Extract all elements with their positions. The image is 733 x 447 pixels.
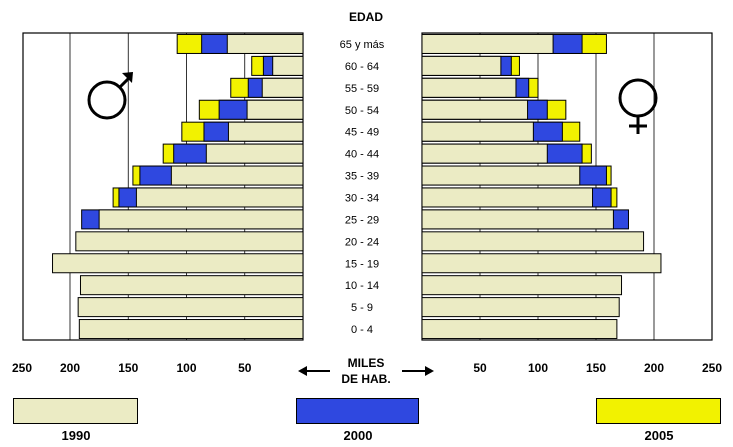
female-bar-1990 bbox=[421, 33, 554, 54]
male-bar-1990 bbox=[75, 231, 304, 252]
female-bar-1990 bbox=[421, 209, 614, 230]
male-bar-1990 bbox=[170, 165, 304, 186]
x-tick-label: 100 bbox=[528, 361, 548, 375]
legend-swatch-2000 bbox=[296, 398, 419, 424]
x-tick-label: 200 bbox=[60, 361, 80, 375]
age-labels: 0 - 4 5 - 9 10 - 14 15 - 19 20 - 24 25 - 29 30… bbox=[340, 39, 385, 336]
legend-label-1990: 1990 bbox=[61, 428, 91, 443]
male-bar-1990 bbox=[79, 275, 304, 296]
age-label: 0 - 4 bbox=[351, 324, 373, 336]
axis-unit-label: MILES DE HAB. bbox=[298, 356, 434, 386]
male-bar-1990 bbox=[135, 187, 304, 208]
x-tick-label: 200 bbox=[644, 361, 664, 375]
x-tick-label: 100 bbox=[176, 361, 196, 375]
female-bar-1990 bbox=[421, 77, 517, 98]
x-tick-label: 50 bbox=[238, 361, 252, 375]
x-axis-ticks: 250 200 150 100 50 50 100 150 200 250 bbox=[12, 361, 722, 375]
x-tick-label: 150 bbox=[586, 361, 606, 375]
female-symbol-icon bbox=[618, 78, 658, 134]
male-panel bbox=[22, 32, 304, 341]
legend-swatch-1990 bbox=[13, 398, 138, 424]
female-bar-1990 bbox=[421, 187, 594, 208]
age-label: 45 - 49 bbox=[345, 127, 379, 139]
male-bar-1990 bbox=[246, 99, 304, 120]
age-label: 10 - 14 bbox=[345, 280, 379, 292]
age-label: 40 - 44 bbox=[345, 149, 379, 161]
female-bar-1990 bbox=[421, 319, 618, 340]
legend-label-2005: 2005 bbox=[644, 428, 674, 443]
male-bar-1990 bbox=[98, 209, 304, 230]
legend-label-2000: 2000 bbox=[343, 428, 373, 443]
unit-label-line1: MILES bbox=[348, 356, 385, 370]
age-label: 50 - 54 bbox=[345, 105, 379, 117]
age-label: 20 - 24 bbox=[345, 236, 379, 248]
x-tick-label: 50 bbox=[473, 361, 487, 375]
female-bar-1990 bbox=[421, 99, 529, 120]
age-label: 55 - 59 bbox=[345, 83, 379, 95]
male-bar-1990 bbox=[226, 33, 304, 54]
arrow-left-head-icon bbox=[298, 366, 307, 376]
female-bar-1990 bbox=[421, 121, 534, 142]
male-bar-1990 bbox=[78, 319, 304, 340]
age-label: 30 - 34 bbox=[345, 192, 379, 204]
female-panel bbox=[421, 32, 713, 341]
male-bar-1990 bbox=[261, 77, 304, 98]
chart-title: EDAD bbox=[349, 10, 383, 24]
x-tick-label: 250 bbox=[12, 361, 32, 375]
unit-label-line2: DE HAB. bbox=[341, 372, 390, 386]
arrow-right-head-icon bbox=[425, 366, 434, 376]
age-label: 35 - 39 bbox=[345, 171, 379, 183]
male-bar-1990 bbox=[77, 297, 304, 318]
male-bar-1990 bbox=[205, 143, 304, 164]
female-bar-1990 bbox=[421, 231, 645, 252]
age-label: 25 - 29 bbox=[345, 214, 379, 226]
male-symbol-icon bbox=[87, 72, 133, 120]
female-bar-1990 bbox=[421, 55, 502, 76]
female-bar-1990 bbox=[421, 143, 548, 164]
x-tick-label: 250 bbox=[702, 361, 722, 375]
female-bar-1990 bbox=[421, 297, 620, 318]
male-bar-1990 bbox=[52, 253, 304, 274]
legend-swatch-2005 bbox=[596, 398, 721, 424]
age-label: 65 y más bbox=[340, 39, 385, 51]
male-bar-1990 bbox=[272, 55, 304, 76]
female-bar-1990 bbox=[421, 253, 662, 274]
age-label: 15 - 19 bbox=[345, 258, 379, 270]
female-bar-1990 bbox=[421, 165, 581, 186]
male-bar-1990 bbox=[227, 121, 304, 142]
x-tick-label: 150 bbox=[118, 361, 138, 375]
age-label: 60 - 64 bbox=[345, 61, 379, 73]
age-label: 5 - 9 bbox=[351, 302, 373, 314]
female-bar-1990 bbox=[421, 275, 623, 296]
